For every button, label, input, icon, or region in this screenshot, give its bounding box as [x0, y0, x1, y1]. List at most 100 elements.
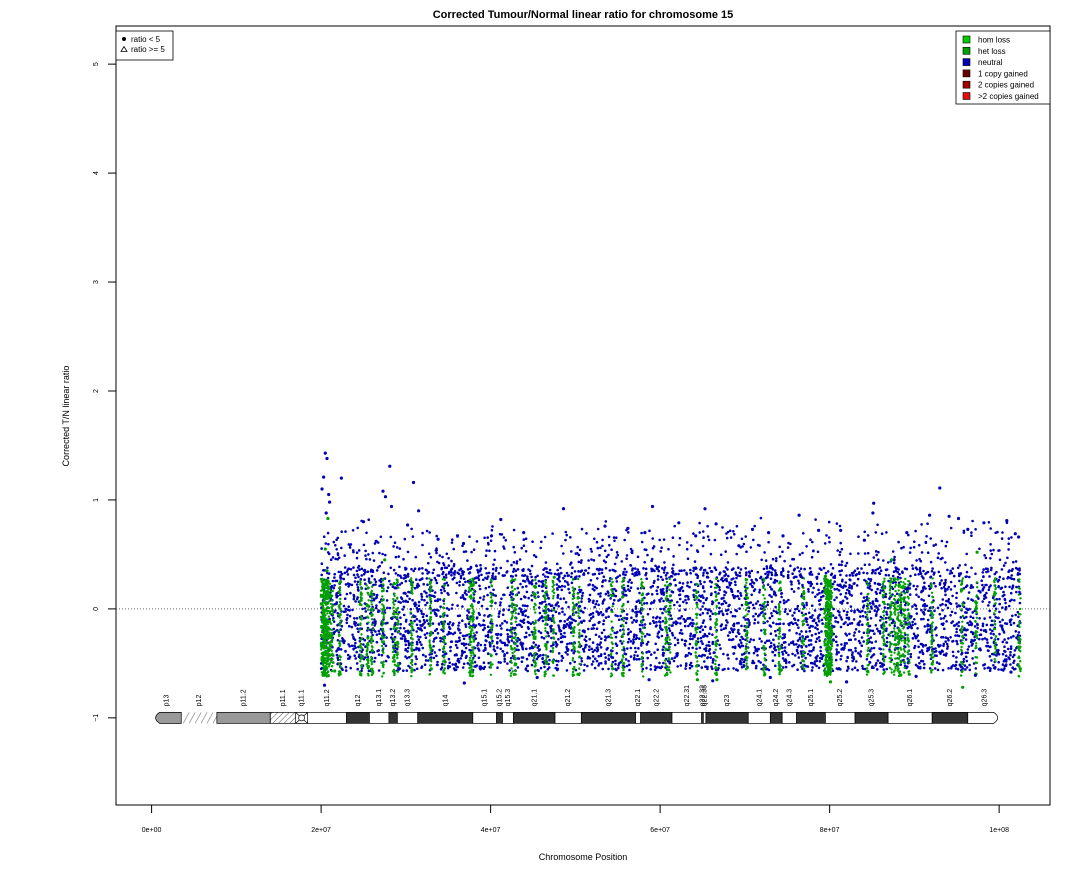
data-point: [677, 521, 681, 525]
data-point: [320, 487, 324, 491]
ideogram-band-label: q22.33: [702, 685, 709, 707]
neutral-point-cloud: [319, 516, 1022, 673]
ideogram-band: [502, 711, 514, 724]
data-point: [947, 514, 951, 518]
ideogram-band-label: q12: [355, 695, 362, 707]
class-legend-box: [955, 30, 1051, 105]
ideogram-band-label: q15.1: [482, 689, 489, 707]
data-point: [339, 476, 343, 480]
x-tick-label: 6e+07: [650, 827, 670, 834]
data-point: [829, 640, 833, 644]
ideogram-band-label: p12: [196, 695, 203, 707]
data-point: [905, 531, 909, 535]
data-point: [695, 678, 700, 682]
data-point: [828, 680, 833, 684]
data-point: [907, 672, 911, 676]
data-point: [889, 558, 894, 562]
data-point: [522, 531, 526, 535]
data-point: [396, 663, 400, 668]
ideogram-band: [854, 711, 889, 724]
data-point: [797, 513, 801, 517]
ideogram-band-label: q21.2: [565, 689, 572, 707]
ideogram-band-label: q25.2: [837, 689, 844, 707]
data-point: [1017, 535, 1021, 539]
ideogram-band: [346, 711, 370, 724]
class-legend-swatch: [962, 92, 971, 100]
y-tick-label: 2: [93, 389, 100, 393]
data-point: [938, 486, 942, 490]
data-point: [826, 672, 830, 676]
ideogram-stalk-stroke: [206, 712, 214, 724]
legend-triangle-symbol: [120, 45, 128, 52]
ideogram-band: [825, 711, 856, 724]
data-point: [647, 678, 651, 682]
data-point: [622, 661, 626, 666]
data-point: [323, 451, 327, 455]
ideogram-band: [388, 711, 398, 724]
data-point: [326, 656, 330, 660]
ideogram-band-label: q26.3: [982, 689, 989, 707]
ideogram-band: [705, 711, 749, 724]
ideogram-band-label: q22.1: [635, 689, 642, 707]
data-point: [576, 672, 580, 676]
x-tick-label: 0e+00: [142, 827, 162, 834]
ideogram-band: [635, 711, 641, 724]
class-legend: hom loss het loss neutral 1 copy gained 2 co…: [955, 30, 1051, 105]
class-legend-swatch: [962, 80, 971, 89]
y-tick-label: 3: [93, 280, 100, 284]
ideogram-band-label: q15.2: [497, 689, 504, 707]
ideogram-stalk-stroke: [200, 712, 208, 724]
data-point: [389, 504, 394, 509]
data-point: [966, 527, 970, 532]
class-legend-swatch: [962, 46, 971, 55]
data-point: [1017, 645, 1021, 649]
data-point: [711, 679, 715, 683]
data-point: [469, 650, 473, 655]
ideogram-band: [496, 711, 503, 724]
data-point: [561, 507, 566, 511]
data-point: [665, 672, 669, 676]
data-point: [381, 489, 385, 493]
data-point: [768, 675, 772, 680]
data-point: [823, 574, 828, 578]
data-point: [839, 528, 843, 533]
data-point: [327, 492, 331, 497]
ideogram-band: [155, 711, 182, 724]
data-point: [328, 500, 332, 504]
data-point: [745, 596, 750, 600]
data-point: [914, 674, 918, 679]
data-point: [956, 516, 961, 521]
data-point: [322, 596, 327, 600]
data-point: [383, 495, 388, 499]
data-point: [552, 575, 556, 579]
data-point: [339, 580, 343, 584]
ideogram-band: [671, 711, 703, 724]
data-point: [417, 509, 421, 513]
x-tick-label: 8e+07: [820, 827, 840, 834]
data-point: [429, 667, 433, 671]
ideogram-centromere-dot: [298, 714, 305, 722]
class-legend-label: hom loss: [978, 36, 1010, 45]
legend-circle-symbol: [122, 37, 126, 41]
data-point: [928, 513, 932, 517]
data-point: [383, 558, 387, 562]
data-point: [367, 665, 371, 669]
y-axis-label: Corrected T/N linear ratio: [61, 366, 71, 467]
data-point: [545, 661, 549, 666]
ideogram-band-label: q22.2: [653, 689, 660, 707]
chromosome-ideogram: p13 p12 p11.2 p11.1 q11.1 q11.2 q12 q13.1 q13.2 q…: [155, 685, 999, 724]
data-point: [1009, 670, 1013, 674]
ideogram-band-label: q14: [442, 695, 449, 707]
data-point: [975, 550, 979, 554]
data-point: [825, 601, 829, 606]
ideogram-band: [580, 711, 636, 724]
data-point: [626, 526, 630, 530]
data-point: [871, 511, 875, 515]
data-point: [982, 521, 986, 525]
data-point: [512, 672, 516, 676]
data-point: [892, 558, 896, 562]
data-point: [750, 527, 755, 532]
data-point: [324, 511, 328, 515]
data-point: [767, 531, 771, 535]
class-legend-swatch: [962, 35, 971, 44]
